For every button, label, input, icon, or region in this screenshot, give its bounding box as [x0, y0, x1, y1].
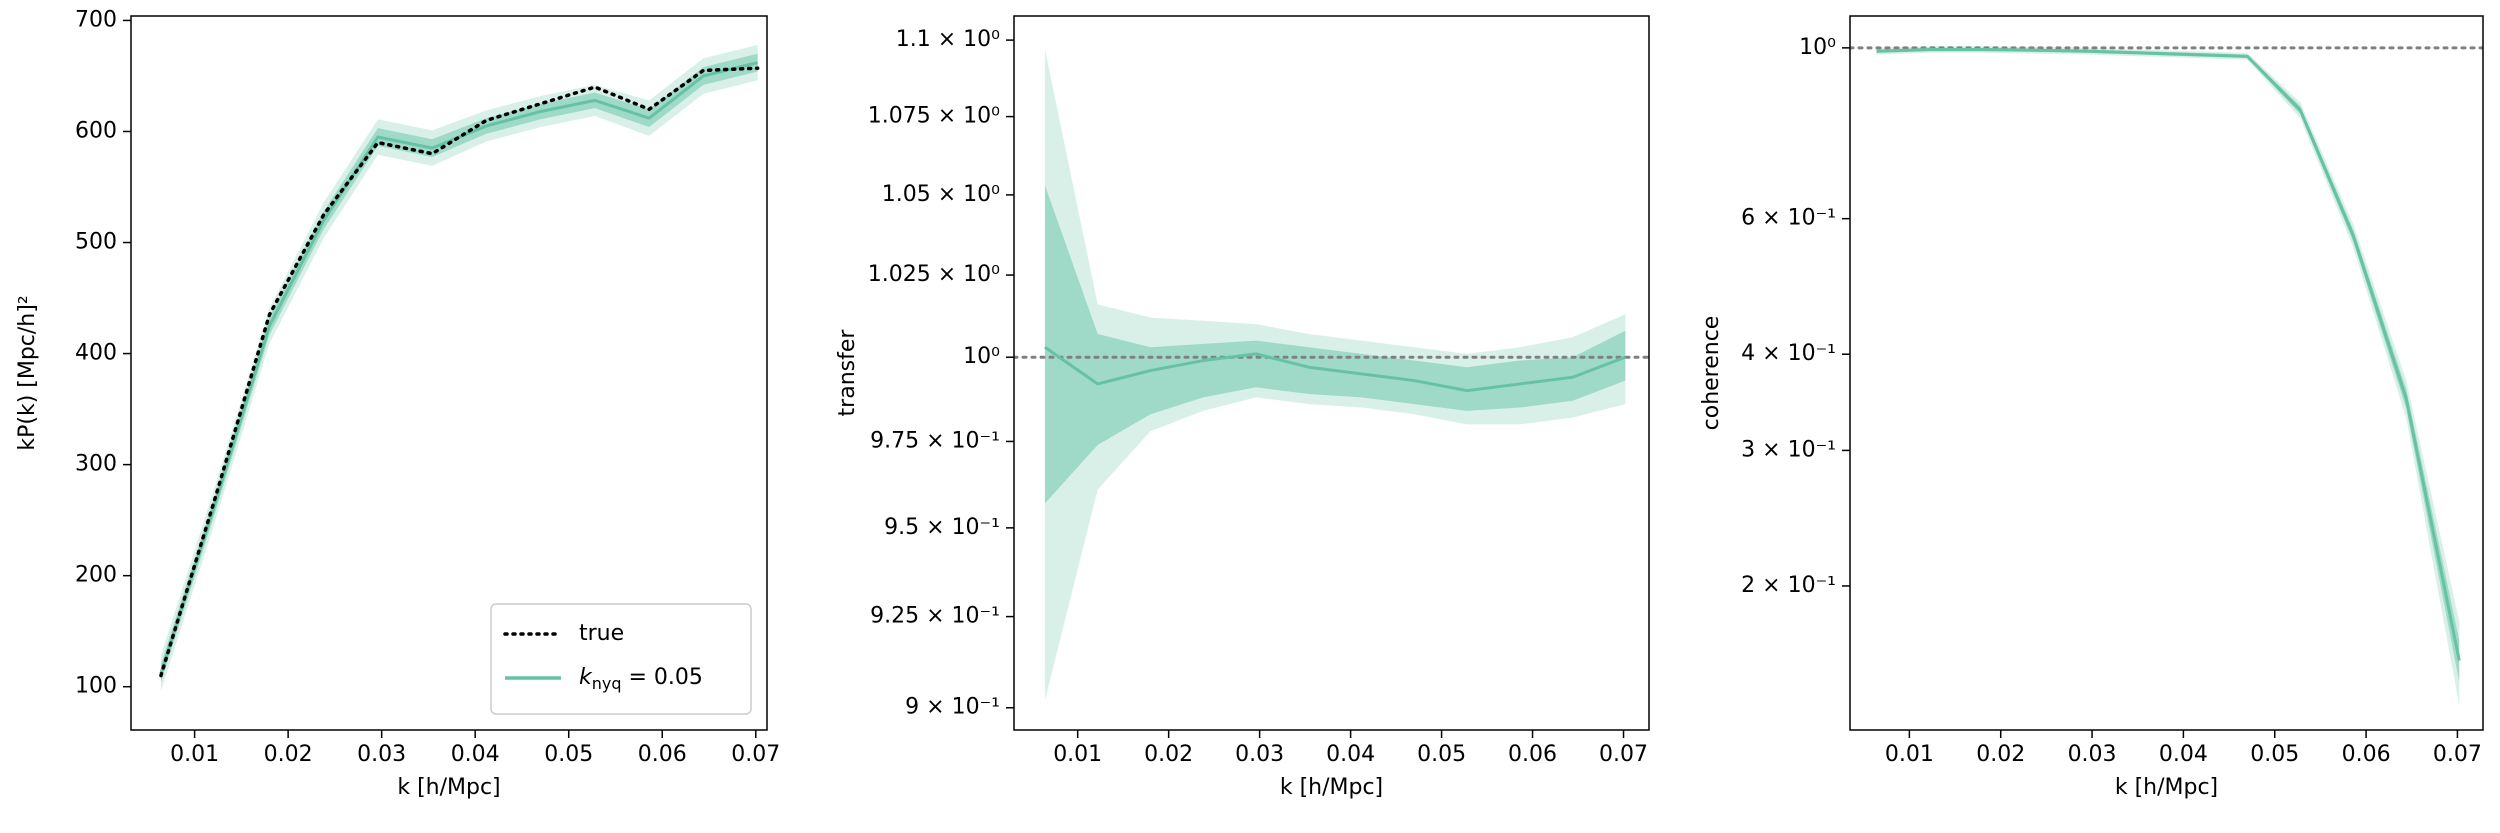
y-tick-label: 9.75 × 10⁻¹ — [870, 428, 1000, 453]
x-tick-label: 0.05 — [544, 742, 593, 767]
y-tick-label: 400 — [75, 341, 117, 366]
x-tick-label: 0.07 — [731, 742, 780, 767]
y-tick-label: 300 — [75, 452, 117, 477]
series-line — [1044, 346, 1626, 393]
plot-area — [1850, 46, 2483, 706]
series-line — [159, 61, 759, 674]
x-tick-label: 0.04 — [2159, 742, 2208, 767]
x-axis-label: k [h/Mpc] — [397, 775, 500, 800]
y-tick-label: 500 — [75, 230, 117, 255]
x-tick-label: 0.03 — [357, 742, 406, 767]
y-tick-label: 1.075 × 10⁰ — [868, 104, 1000, 129]
y-tick-label: 200 — [75, 563, 117, 588]
x-tick-label: 0.03 — [2068, 742, 2117, 767]
series-line — [1876, 48, 2461, 661]
x-tick-label: 0.05 — [2250, 742, 2299, 767]
x-tick-label: 0.01 — [1885, 742, 1934, 767]
panel: 0.01 0.02 0.03 0.04 0.05 0.06 0.07 100 200 300 400… — [15, 7, 780, 800]
x-tick-label: 0.03 — [1235, 742, 1284, 767]
band — [1876, 47, 2460, 683]
x-tick-label: 0.07 — [1599, 742, 1648, 767]
x-tick-label: 0.05 — [1417, 742, 1466, 767]
y-tick-label: 1.05 × 10⁰ — [882, 182, 1000, 207]
panel: 0.01 0.02 0.03 0.04 0.05 0.06 0.07 2 × 10⁻¹ 3 × … — [1699, 15, 2484, 800]
axis-frame — [1849, 15, 2484, 731]
legend-label: knyq = 0.05 — [579, 665, 703, 693]
x-tick-label: 0.02 — [264, 742, 313, 767]
x-tick-label: 0.06 — [2342, 742, 2391, 767]
x-tick-label: 0.06 — [1508, 742, 1557, 767]
legend-box — [490, 603, 752, 715]
legend-label-base: k — [579, 665, 593, 690]
y-tick-label: 9 × 10⁻¹ — [905, 695, 1000, 720]
y-tick-label: 10⁰ — [1799, 35, 1836, 60]
plot-area — [159, 44, 760, 692]
y-tick-label: 1.025 × 10⁰ — [868, 262, 1000, 287]
x-tick-label: 0.04 — [451, 742, 500, 767]
y-axis-label: transfer — [835, 329, 860, 417]
x-tick-label: 0.01 — [1053, 742, 1102, 767]
x-tick-label: 0.04 — [1326, 742, 1375, 767]
axis-frame — [1013, 15, 1650, 731]
x-tick-label: 0.06 — [638, 742, 687, 767]
x-tick-label: 0.02 — [1976, 742, 2025, 767]
panel: 0.01 0.02 0.03 0.04 0.05 0.06 0.07 9 × 10⁻¹ 9.25… — [835, 15, 1650, 800]
x-tick-label: 0.02 — [1144, 742, 1193, 767]
x-tick-label: 0.07 — [2433, 742, 2482, 767]
plot-area — [1014, 49, 1649, 701]
y-tick-label: 3 × 10⁻¹ — [1741, 437, 1836, 462]
legend-label-sub: nyq — [592, 674, 622, 693]
axis-frame — [130, 15, 768, 731]
y-tick-label: 2 × 10⁻¹ — [1741, 573, 1836, 598]
legend-label-rest: = 0.05 — [622, 665, 703, 690]
y-tick-label: 600 — [75, 118, 117, 143]
y-axis-label: kP(k) [Mpc/h]² — [15, 295, 40, 450]
y-tick-label: 1.1 × 10⁰ — [896, 27, 1000, 52]
x-axis-label: k [h/Mpc] — [1280, 775, 1383, 800]
x-axis-label: k [h/Mpc] — [2115, 775, 2218, 800]
x-tick-label: 0.01 — [170, 742, 219, 767]
y-tick-label: 9.25 × 10⁻¹ — [870, 604, 1000, 629]
y-axis-label: coherence — [1699, 316, 1724, 431]
legend-label: true — [579, 621, 624, 646]
y-tick-label: 10⁰ — [963, 344, 1000, 369]
band — [1876, 46, 2460, 706]
y-tick-label: 9.5 × 10⁻¹ — [884, 515, 1000, 540]
y-tick-label: 700 — [75, 7, 117, 32]
y-tick-label: 4 × 10⁻¹ — [1741, 341, 1836, 366]
series-line — [159, 66, 760, 678]
y-tick-label: 100 — [75, 674, 117, 699]
y-tick-label: 6 × 10⁻¹ — [1741, 206, 1836, 231]
